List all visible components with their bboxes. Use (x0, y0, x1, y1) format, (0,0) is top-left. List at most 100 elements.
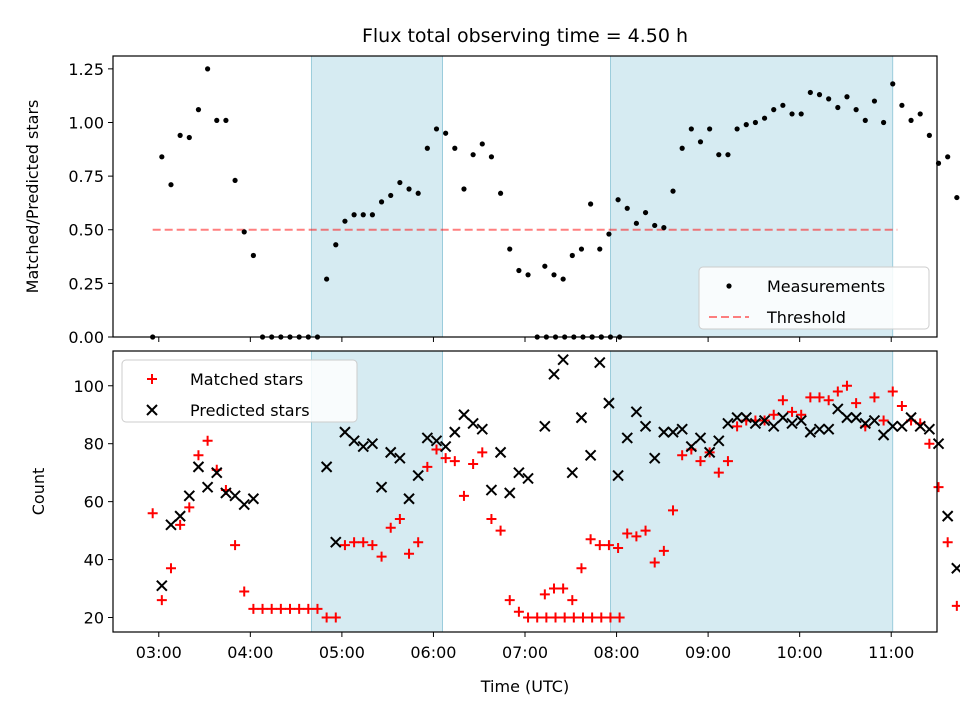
matched-point (823, 395, 834, 406)
data-point (443, 130, 449, 136)
data-point (378, 199, 385, 205)
legend-marker (146, 404, 158, 416)
matched-point (613, 542, 624, 553)
matched-point (193, 450, 204, 461)
data-point (926, 132, 932, 138)
predicted-point (786, 417, 798, 430)
predicted-point (192, 461, 205, 473)
predicted-point (887, 420, 899, 433)
y-tick-label: 60 (84, 493, 104, 512)
matched-point (175, 519, 186, 530)
matched-point (559, 612, 570, 623)
predicted-point (522, 472, 534, 485)
matched-point (658, 545, 669, 556)
predicted-point (494, 446, 507, 459)
matched-point (541, 612, 552, 623)
predicted-point (648, 452, 661, 464)
matched-point (285, 603, 296, 614)
predicted-point (458, 409, 470, 421)
predicted-point (832, 403, 844, 415)
data-point (525, 272, 531, 278)
data-point (542, 263, 548, 269)
predicted-point (768, 420, 780, 433)
predicted-point (238, 498, 250, 511)
matched-point (805, 392, 816, 403)
predicted-point (777, 411, 789, 424)
predicted-point (896, 420, 908, 433)
matched-point (458, 490, 469, 501)
data-point (688, 126, 694, 132)
predicted-point (694, 432, 707, 444)
data-point (433, 126, 440, 132)
data-point (479, 141, 485, 147)
predicted-point (476, 423, 488, 435)
matched-point (550, 612, 561, 623)
predicted-point (566, 466, 579, 479)
y-axis-label: Matched/Predicted stars (23, 100, 42, 294)
predicted-point (539, 420, 551, 433)
matched-point (523, 612, 534, 623)
y-tick-label: 80 (84, 435, 104, 454)
matched-point (147, 508, 158, 519)
data-point (844, 94, 850, 100)
x-tick-label: 07:00 (502, 643, 548, 662)
matched-point (832, 386, 843, 397)
predicted-point (685, 440, 698, 453)
matched-point (367, 540, 378, 551)
matched-point (321, 612, 332, 623)
matched-point (732, 421, 743, 432)
y-tick-label: 0.00 (68, 328, 104, 347)
legend-box (121, 359, 358, 423)
matched-point (631, 531, 642, 542)
predicted-point (385, 446, 397, 459)
data-point (388, 192, 394, 199)
x-tick-label: 08:00 (594, 643, 640, 662)
data-point (624, 205, 630, 211)
matched-point (184, 502, 195, 513)
matched-point (422, 461, 433, 472)
x-tick-label: 06:00 (410, 643, 456, 662)
data-point (716, 152, 722, 158)
data-point (734, 126, 740, 132)
matched-point (394, 514, 405, 525)
y-tick-label: 40 (84, 551, 104, 570)
y-tick-label: 20 (84, 609, 104, 628)
data-point (917, 111, 923, 117)
data-point (890, 81, 896, 87)
data-point (679, 145, 685, 151)
predicted-point (612, 469, 624, 482)
data-point (195, 107, 202, 113)
matched-point (303, 603, 314, 614)
x-tick-label: 10:00 (777, 643, 823, 662)
matched-point (787, 406, 798, 417)
data-point (826, 96, 832, 102)
y-tick-label: 1.25 (68, 60, 104, 79)
matched-point (567, 595, 578, 606)
predicted-point (804, 426, 817, 438)
data-point (807, 89, 813, 96)
matched-point (640, 525, 651, 536)
data-point (780, 102, 786, 108)
matched-point (605, 612, 616, 623)
matched-point (878, 415, 889, 426)
matched-point (585, 534, 596, 545)
matched-point (668, 505, 679, 516)
matched-point (796, 409, 807, 420)
matched-point (869, 392, 880, 403)
predicted-point (156, 579, 168, 592)
data-point (241, 229, 247, 235)
predicted-point (403, 493, 415, 505)
predicted-point (850, 411, 862, 424)
matched-point (330, 612, 341, 623)
data-point (516, 267, 522, 274)
data-point (697, 139, 704, 145)
matched-point (248, 603, 259, 614)
data-point (159, 154, 165, 160)
legend-label: Measurements (767, 277, 885, 296)
predicted-point (548, 368, 560, 380)
matched-point (165, 563, 176, 574)
matched-point (358, 537, 369, 548)
predicted-point (722, 417, 734, 430)
data-point (633, 220, 639, 226)
data-point (853, 107, 859, 113)
